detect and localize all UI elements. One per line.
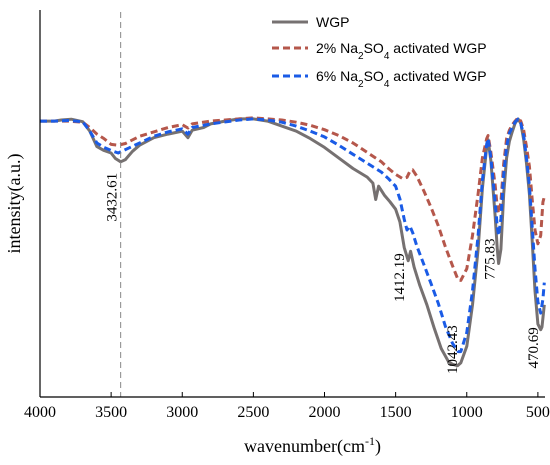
x-axis-title-exponent: -1 xyxy=(365,434,375,448)
legend-text: activated WGP xyxy=(389,40,486,56)
x-tick-label: 2500 xyxy=(237,404,269,421)
legend-subscript: 2 xyxy=(358,51,364,62)
x-axis-title-main: wavenumber(cm xyxy=(244,436,365,457)
peak-label: 1042.43 xyxy=(445,325,461,374)
x-tick-label: 2000 xyxy=(309,404,341,421)
legend-label-3: 6% Na2SO4 activated WGP xyxy=(316,68,487,90)
series-line-3 xyxy=(40,117,546,354)
peak-annotations: 3432.61 1412.19 1042.43 775.83 470.69 xyxy=(105,173,542,374)
series-layer xyxy=(40,116,546,368)
legend-text: SO xyxy=(364,40,384,56)
x-axis-title-close: ) xyxy=(375,436,381,457)
x-tick-label: 500 xyxy=(526,404,550,421)
legend-text: 6% Na xyxy=(316,68,358,84)
x-tick-label: 3500 xyxy=(95,404,127,421)
x-axis-ticks: 4000 3500 3000 2500 2000 1500 1000 500 xyxy=(24,392,550,421)
peak-label: 1412.19 xyxy=(392,253,408,302)
legend-text: 2% Na xyxy=(316,40,358,56)
legend-label-2: 2% Na2SO4 activated WGP xyxy=(316,40,487,62)
legend-subscript: 2 xyxy=(358,79,364,90)
peak-label: 3432.61 xyxy=(105,173,121,222)
legend-text: activated WGP xyxy=(389,68,486,84)
peak-label: 775.83 xyxy=(483,239,499,280)
peak-label: 470.69 xyxy=(526,327,542,368)
x-axis-title: wavenumber(cm-1) xyxy=(244,434,381,457)
series-line-1 xyxy=(40,117,546,368)
legend-text: SO xyxy=(364,68,384,84)
x-tick-label: 1500 xyxy=(380,404,412,421)
legend-subscript: 4 xyxy=(384,79,390,90)
axes: 4000 3500 3000 2500 2000 1500 1000 500 xyxy=(24,10,550,421)
x-tick-label: 3000 xyxy=(166,404,198,421)
x-tick-label: 4000 xyxy=(24,404,56,421)
y-axis-title: intensity(a.u.) xyxy=(4,154,25,254)
x-tick-label: 1000 xyxy=(451,404,483,421)
legend-subscript: 4 xyxy=(384,51,390,62)
legend-label-1: WGP xyxy=(316,14,349,30)
